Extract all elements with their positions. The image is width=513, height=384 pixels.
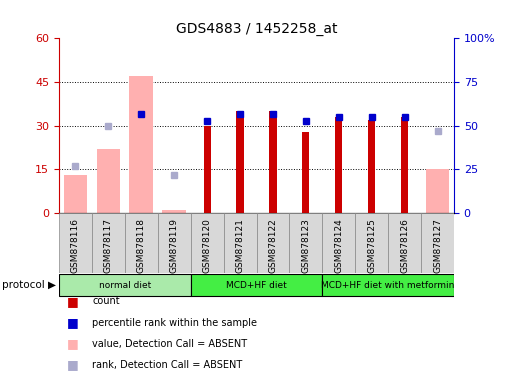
Text: count: count [92, 296, 120, 306]
Bar [191, 274, 322, 296]
Text: rank, Detection Call = ABSENT: rank, Detection Call = ABSENT [92, 360, 243, 370]
Text: GSM878126: GSM878126 [400, 218, 409, 273]
Bar [125, 213, 158, 273]
Title: GDS4883 / 1452258_at: GDS4883 / 1452258_at [176, 22, 337, 36]
Bar [322, 213, 355, 273]
Text: MCD+HF diet: MCD+HF diet [226, 281, 287, 290]
Text: GSM878118: GSM878118 [137, 218, 146, 273]
Bar [191, 213, 224, 273]
Text: percentile rank within the sample: percentile rank within the sample [92, 318, 258, 328]
Text: GSM878122: GSM878122 [268, 218, 278, 273]
Text: GSM878125: GSM878125 [367, 218, 376, 273]
Bar [224, 213, 256, 273]
Bar [59, 213, 92, 273]
Bar [59, 274, 191, 296]
Bar [162, 210, 186, 213]
Bar [401, 117, 408, 213]
Bar [368, 120, 376, 213]
Text: GSM878120: GSM878120 [203, 218, 212, 273]
Text: GSM878119: GSM878119 [170, 218, 179, 273]
Bar [426, 169, 449, 213]
Bar [256, 213, 289, 273]
Text: ■: ■ [67, 316, 78, 329]
Text: GSM878116: GSM878116 [71, 218, 80, 273]
Text: GSM878121: GSM878121 [235, 218, 245, 273]
Bar [289, 213, 322, 273]
Bar [92, 213, 125, 273]
Text: ■: ■ [67, 337, 78, 350]
Text: protocol ▶: protocol ▶ [3, 280, 56, 290]
Text: GSM878123: GSM878123 [301, 218, 310, 273]
Bar [388, 213, 421, 273]
Text: GSM878117: GSM878117 [104, 218, 113, 273]
Bar [322, 274, 454, 296]
Text: GSM878124: GSM878124 [334, 218, 343, 273]
Text: GSM878127: GSM878127 [433, 218, 442, 273]
Bar [158, 213, 191, 273]
Bar [421, 213, 454, 273]
Text: MCD+HF diet with metformin: MCD+HF diet with metformin [322, 281, 455, 290]
Text: ■: ■ [67, 295, 78, 308]
Bar [302, 132, 309, 213]
Bar [96, 149, 120, 213]
Bar [64, 175, 87, 213]
Bar [236, 111, 244, 213]
Bar [355, 213, 388, 273]
Bar [129, 76, 153, 213]
Text: value, Detection Call = ABSENT: value, Detection Call = ABSENT [92, 339, 247, 349]
Bar [335, 117, 342, 213]
Bar [269, 111, 277, 213]
Text: ■: ■ [67, 358, 78, 371]
Bar [204, 126, 211, 213]
Text: normal diet: normal diet [98, 281, 151, 290]
